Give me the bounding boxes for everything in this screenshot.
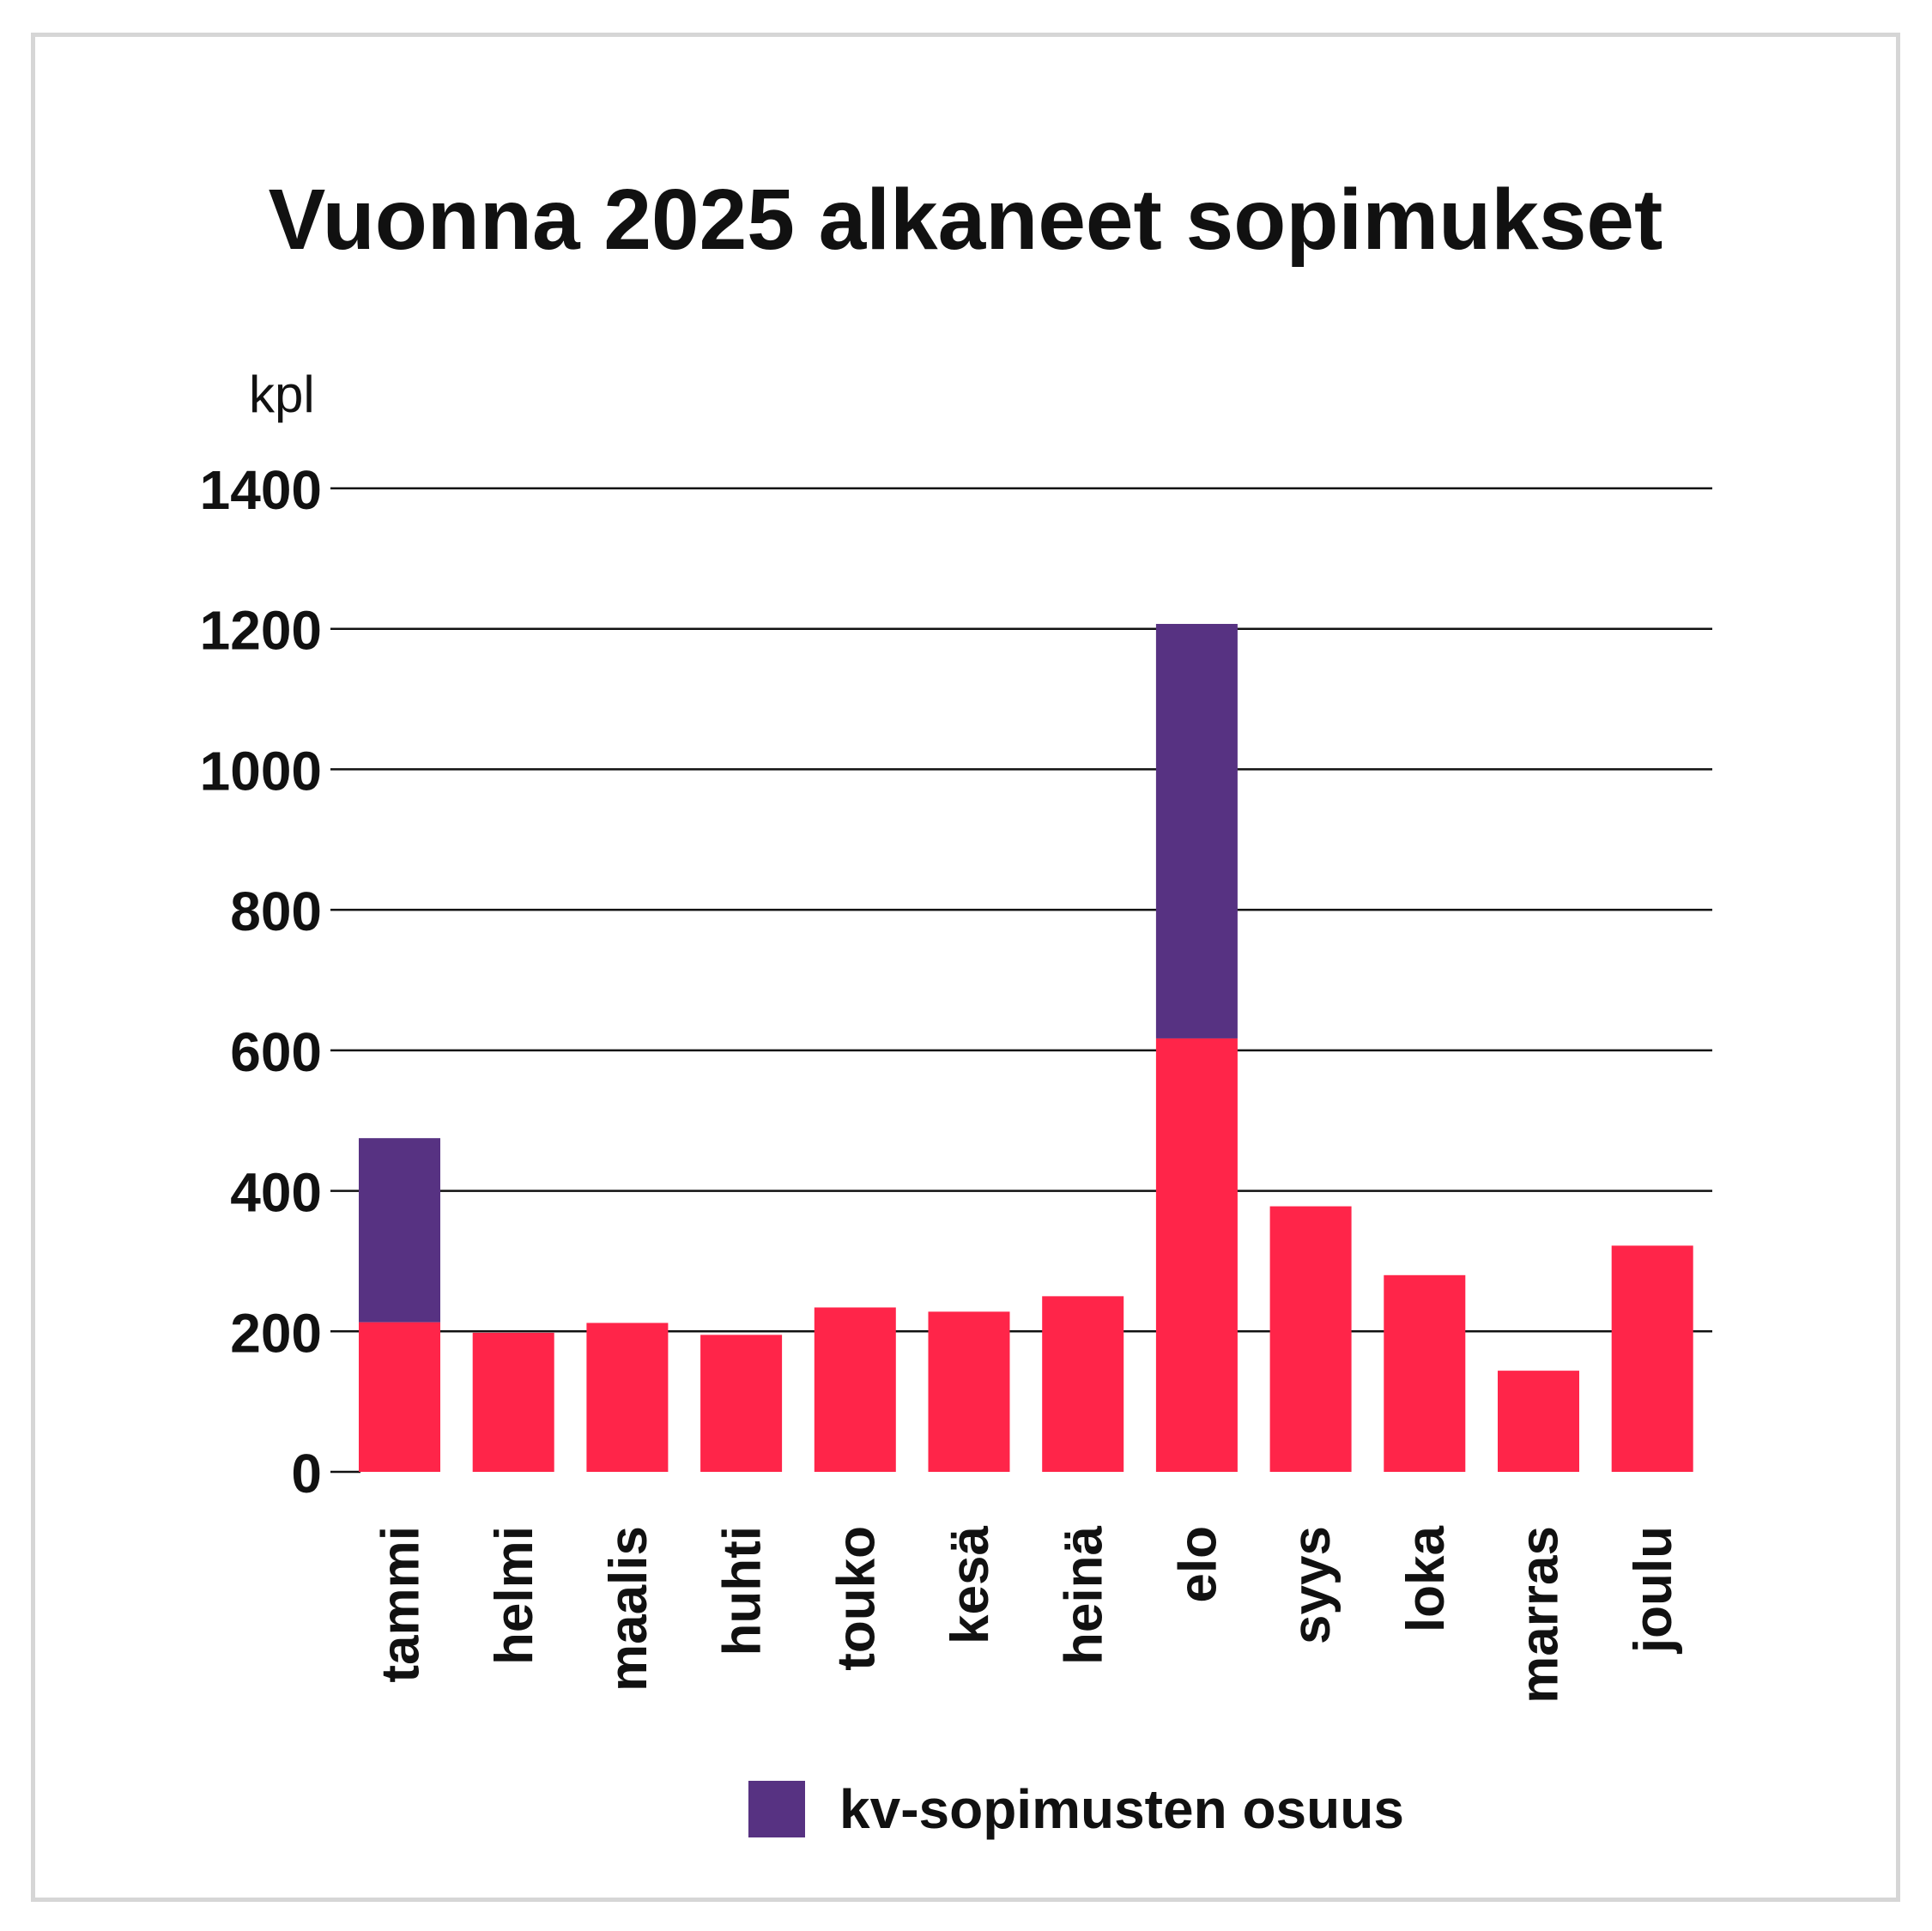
bar-helmi-series-0: [472, 1332, 554, 1472]
bar-marras-series-0: [1498, 1371, 1579, 1472]
bar-touko-series-0: [814, 1307, 896, 1472]
bar-tammi-series-0: [359, 1322, 440, 1472]
x-category-label: loka: [1396, 1525, 1456, 1632]
bar-heinä-series-0: [1042, 1296, 1124, 1472]
y-tick-label: 400: [230, 1162, 322, 1224]
chart-frame: [31, 33, 1900, 1902]
y-tick-label: 1400: [200, 459, 322, 521]
bar-loka-series-0: [1384, 1274, 1466, 1472]
x-category-label: kesä: [941, 1525, 1000, 1643]
x-category-label: heinä: [1055, 1525, 1114, 1664]
bar-elo-series-1: [1155, 623, 1238, 1038]
bar-huhti-series-0: [700, 1335, 783, 1472]
bar-syys-series-0: [1269, 1206, 1352, 1472]
bar-joulu-series-0: [1611, 1245, 1693, 1472]
bars: [359, 623, 1693, 1472]
x-category-label: joulu: [1624, 1526, 1683, 1654]
y-tick-label: 1200: [200, 600, 322, 662]
y-axis-ticks: 0 200 400 600 800 1000 1200 1400: [200, 459, 322, 1504]
x-category-label: touko: [827, 1526, 886, 1671]
y-tick-label: 0: [291, 1443, 322, 1504]
x-category-label: syys: [1282, 1526, 1341, 1644]
y-axis-unit-label: kpl: [249, 366, 315, 423]
bar-tammi-series-1: [359, 1138, 440, 1323]
bar-kesä-series-0: [928, 1311, 1010, 1472]
y-tick-label: 600: [230, 1021, 322, 1083]
x-category-label: marras: [1511, 1526, 1570, 1704]
x-category-label: elo: [1168, 1526, 1227, 1603]
y-tick-label: 1000: [200, 740, 322, 802]
legend-label: kv-sopimusten osuus: [839, 1778, 1404, 1840]
x-category-label: helmi: [485, 1526, 544, 1665]
legend: kv-sopimusten osuus: [748, 1778, 1404, 1840]
x-category-label: tammi: [372, 1526, 431, 1683]
x-axis-categories: tammi helmi maalis huhti touko kesä heinä elo sy…: [372, 1525, 1684, 1703]
bar-maalis-series-0: [586, 1323, 669, 1472]
y-tick-label: 200: [230, 1302, 322, 1364]
y-tick-label: 800: [230, 881, 322, 942]
chart-title: Vuonna 2025 alkaneet sopimukset: [269, 172, 1663, 268]
legend-swatch: [748, 1781, 805, 1837]
x-category-label: huhti: [713, 1526, 772, 1656]
gridlines: [330, 487, 1712, 1474]
x-category-label: maalis: [599, 1526, 658, 1692]
bar-elo-series-0: [1155, 1038, 1238, 1472]
